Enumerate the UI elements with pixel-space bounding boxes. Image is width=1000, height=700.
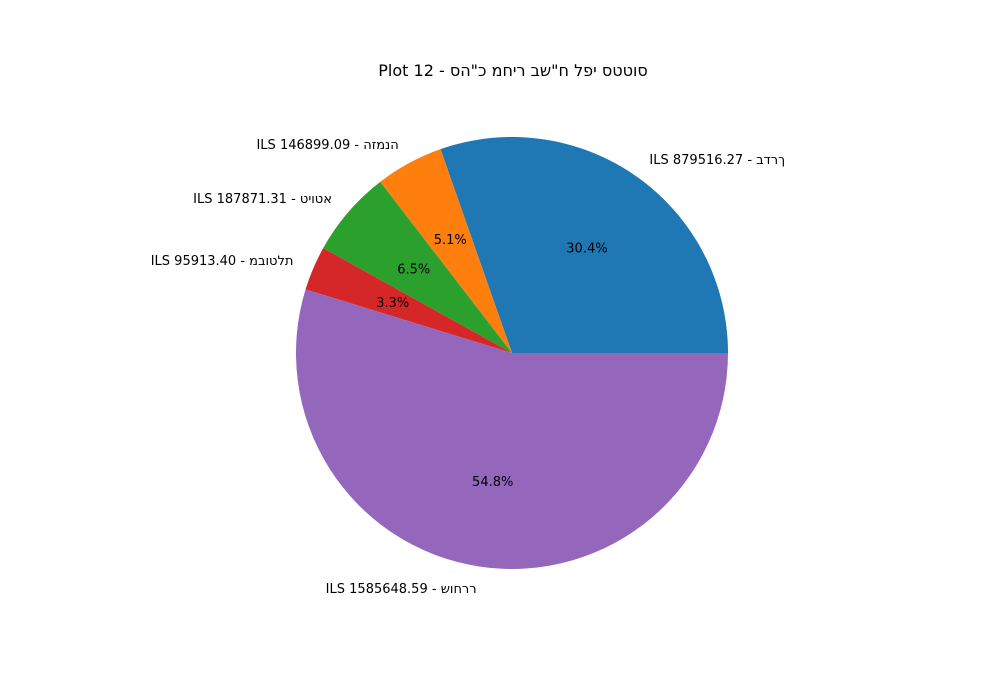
pie-slice-2 — [323, 181, 512, 353]
pie-slice-3 — [305, 248, 512, 353]
chart-title: Plot 12 - סוטטס יפל ח"שב ריחמ כ"הס — [378, 61, 647, 80]
pie-slice-label-1: הנמזה - 146899.09 ILS — [256, 138, 398, 153]
pie-slice-labels: ךרדב - 879516.27 ILS הנמזה - 146899.09 IL… — [151, 138, 785, 597]
pie-percent-label-4: 54.8% — [472, 475, 513, 490]
pie-slice-label-2: אטויט - 187871.31 ILS — [193, 192, 332, 207]
pie-slice-1 — [380, 149, 512, 353]
pie-percent-label-2: 6.5% — [397, 262, 430, 277]
pie-slice-label-3: תלטובמ - 95913.40 ILS — [151, 254, 294, 269]
pie-slices — [296, 137, 728, 569]
pie-percent-label-3: 3.3% — [376, 296, 409, 311]
pie-percent-label-0: 30.4% — [566, 241, 607, 256]
pie-slice-4 — [296, 289, 728, 569]
pie-slice-label-4: ררחוש - 1585648.59 ILS — [326, 582, 477, 597]
pie-percent-label-1: 5.1% — [434, 233, 467, 248]
pie-slice-0 — [440, 137, 728, 353]
pie-slice-label-0: ךרדב - 879516.27 ILS — [649, 153, 785, 168]
pie-percent-labels: 30.4% 5.1% 6.5% 3.3% 54.8% — [376, 233, 607, 490]
